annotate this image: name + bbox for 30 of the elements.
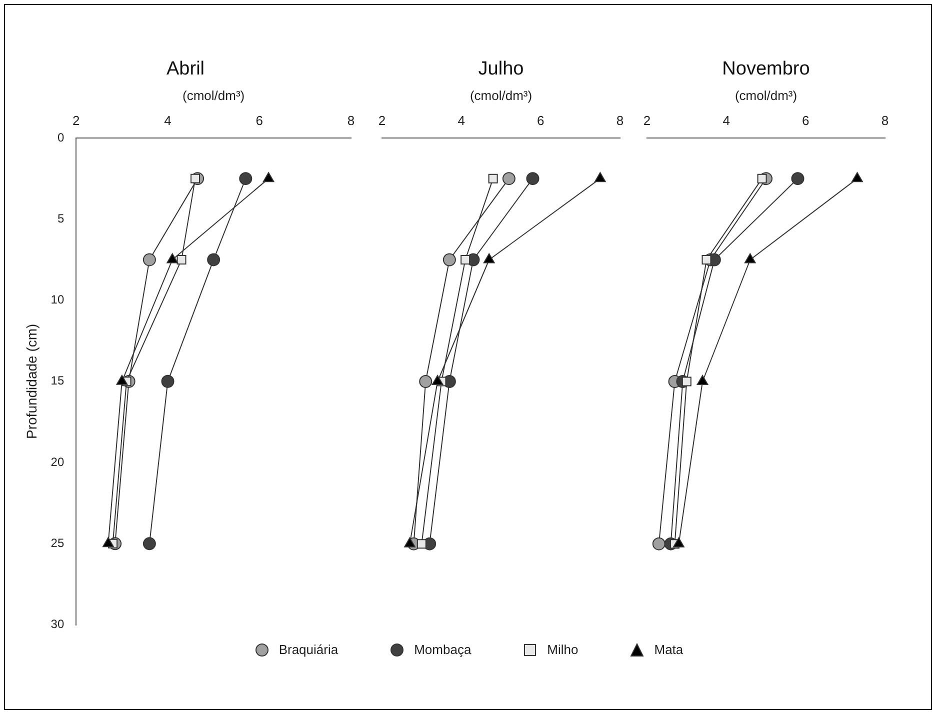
chart-title: Julho xyxy=(478,58,524,80)
y-tick-label: 5 xyxy=(57,211,64,226)
x-axis-title: (cmol/dm³) xyxy=(470,88,532,104)
x-tick-label: 8 xyxy=(347,112,355,128)
x-tick-label: 8 xyxy=(616,112,624,128)
x-tick-label: 8 xyxy=(881,112,889,128)
y-tick-label: 30 xyxy=(50,617,64,632)
chart-title: Novembro xyxy=(722,58,810,80)
y-tick-label: 20 xyxy=(50,454,64,469)
x-axis-title: (cmol/dm³) xyxy=(182,88,245,104)
x-tick-label: 4 xyxy=(722,112,730,128)
legend-label: Milho xyxy=(547,642,578,657)
y-axis-title: Profundidade (cm) xyxy=(23,324,40,439)
y-tick-label: 0 xyxy=(57,130,64,144)
x-tick-label: 6 xyxy=(537,112,544,128)
chart-title: Abril xyxy=(166,58,205,80)
x-tick-label: 2 xyxy=(643,112,651,128)
legend-label: Mombaça xyxy=(414,642,472,657)
y-tick-label: 10 xyxy=(50,292,64,307)
x-tick-label: 2 xyxy=(378,112,386,128)
x-tick-label: 4 xyxy=(164,112,172,128)
x-tick-label: 6 xyxy=(256,112,263,128)
x-axis-title: (cmol/dm³) xyxy=(734,88,798,104)
y-tick-label: 25 xyxy=(50,536,64,550)
y-tick-label: 15 xyxy=(50,374,64,388)
legend-label: Braquiária xyxy=(278,642,338,657)
x-tick-label: 6 xyxy=(802,112,810,128)
x-tick-label: 4 xyxy=(458,112,465,128)
x-tick-label: 2 xyxy=(72,112,80,128)
legend-label: Mata xyxy=(654,642,684,657)
